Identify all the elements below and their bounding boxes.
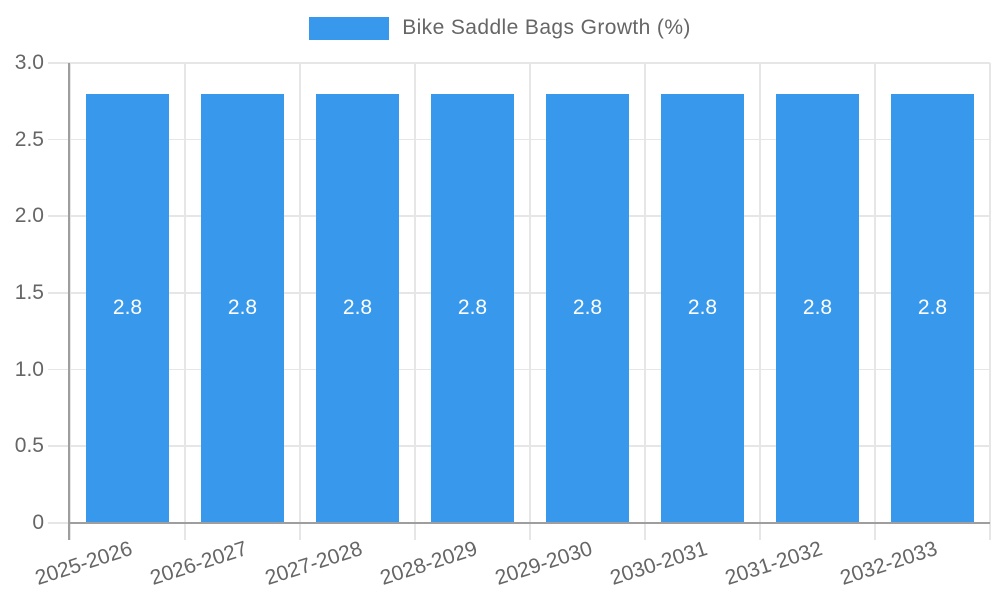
gridline-horizontal (48, 215, 990, 217)
bar-2030-2031[interactable]: 2.8 (660, 93, 745, 523)
y-axis-tick-label: 2.5 (14, 127, 44, 151)
bar-2027-2028[interactable]: 2.8 (315, 93, 400, 523)
bar-value-label: 2.8 (802, 296, 833, 320)
plot-area: 3.0 2.5 2.0 1.5 1.0 0.5 0 2.8 2025-2026 2.8 2026-2… (15, 51, 991, 590)
bar-2026-2027[interactable]: 2.8 (200, 93, 285, 523)
bar-2029-2030[interactable]: 2.8 (545, 93, 630, 523)
bar-2028-2029[interactable]: 2.8 (430, 93, 515, 523)
gridline-vertical (184, 63, 186, 540)
y-axis-tick-label: 2.0 (14, 204, 44, 228)
bar-value-label: 2.8 (112, 296, 143, 320)
bar-2031-2032[interactable]: 2.8 (775, 93, 860, 523)
bar-value-label: 2.8 (457, 296, 488, 320)
gridline-horizontal (48, 138, 990, 141)
gridline-vertical (874, 63, 876, 540)
x-axis-line (68, 522, 990, 524)
gridline-vertical (299, 63, 301, 540)
gridline-vertical (989, 63, 991, 540)
gridline-vertical (644, 63, 646, 540)
gridline-horizontal (48, 368, 990, 371)
y-axis-tick-label: 1.0 (14, 357, 44, 381)
gridline-vertical (759, 63, 761, 540)
chart-legend[interactable]: Bike Saddle Bags Growth (%) (0, 16, 1000, 40)
bar-value-label: 2.8 (342, 296, 373, 320)
gridline-horizontal (48, 62, 990, 64)
y-axis-line (68, 63, 70, 540)
y-axis-tick-label: 3.0 (14, 51, 44, 74)
bar-value-label: 2.8 (572, 296, 603, 320)
bar-2032-2033[interactable]: 2.8 (890, 93, 975, 523)
y-axis-tick-label: 0.5 (14, 434, 44, 458)
legend-swatch (309, 16, 390, 40)
bar-value-label: 2.8 (227, 296, 258, 320)
y-axis-tick-label: 1.5 (14, 281, 44, 304)
gridline-vertical (414, 63, 416, 540)
bar-2025-2026[interactable]: 2.8 (85, 93, 170, 523)
bar-value-label: 2.8 (687, 296, 718, 320)
gridline-vertical (529, 63, 531, 540)
y-axis-tick-label: 0 (32, 511, 44, 534)
legend-label: Bike Saddle Bags Growth (%) (402, 16, 691, 39)
gridline-horizontal (48, 445, 990, 447)
bar-value-label: 2.8 (917, 296, 948, 320)
gridline-horizontal (48, 292, 990, 294)
